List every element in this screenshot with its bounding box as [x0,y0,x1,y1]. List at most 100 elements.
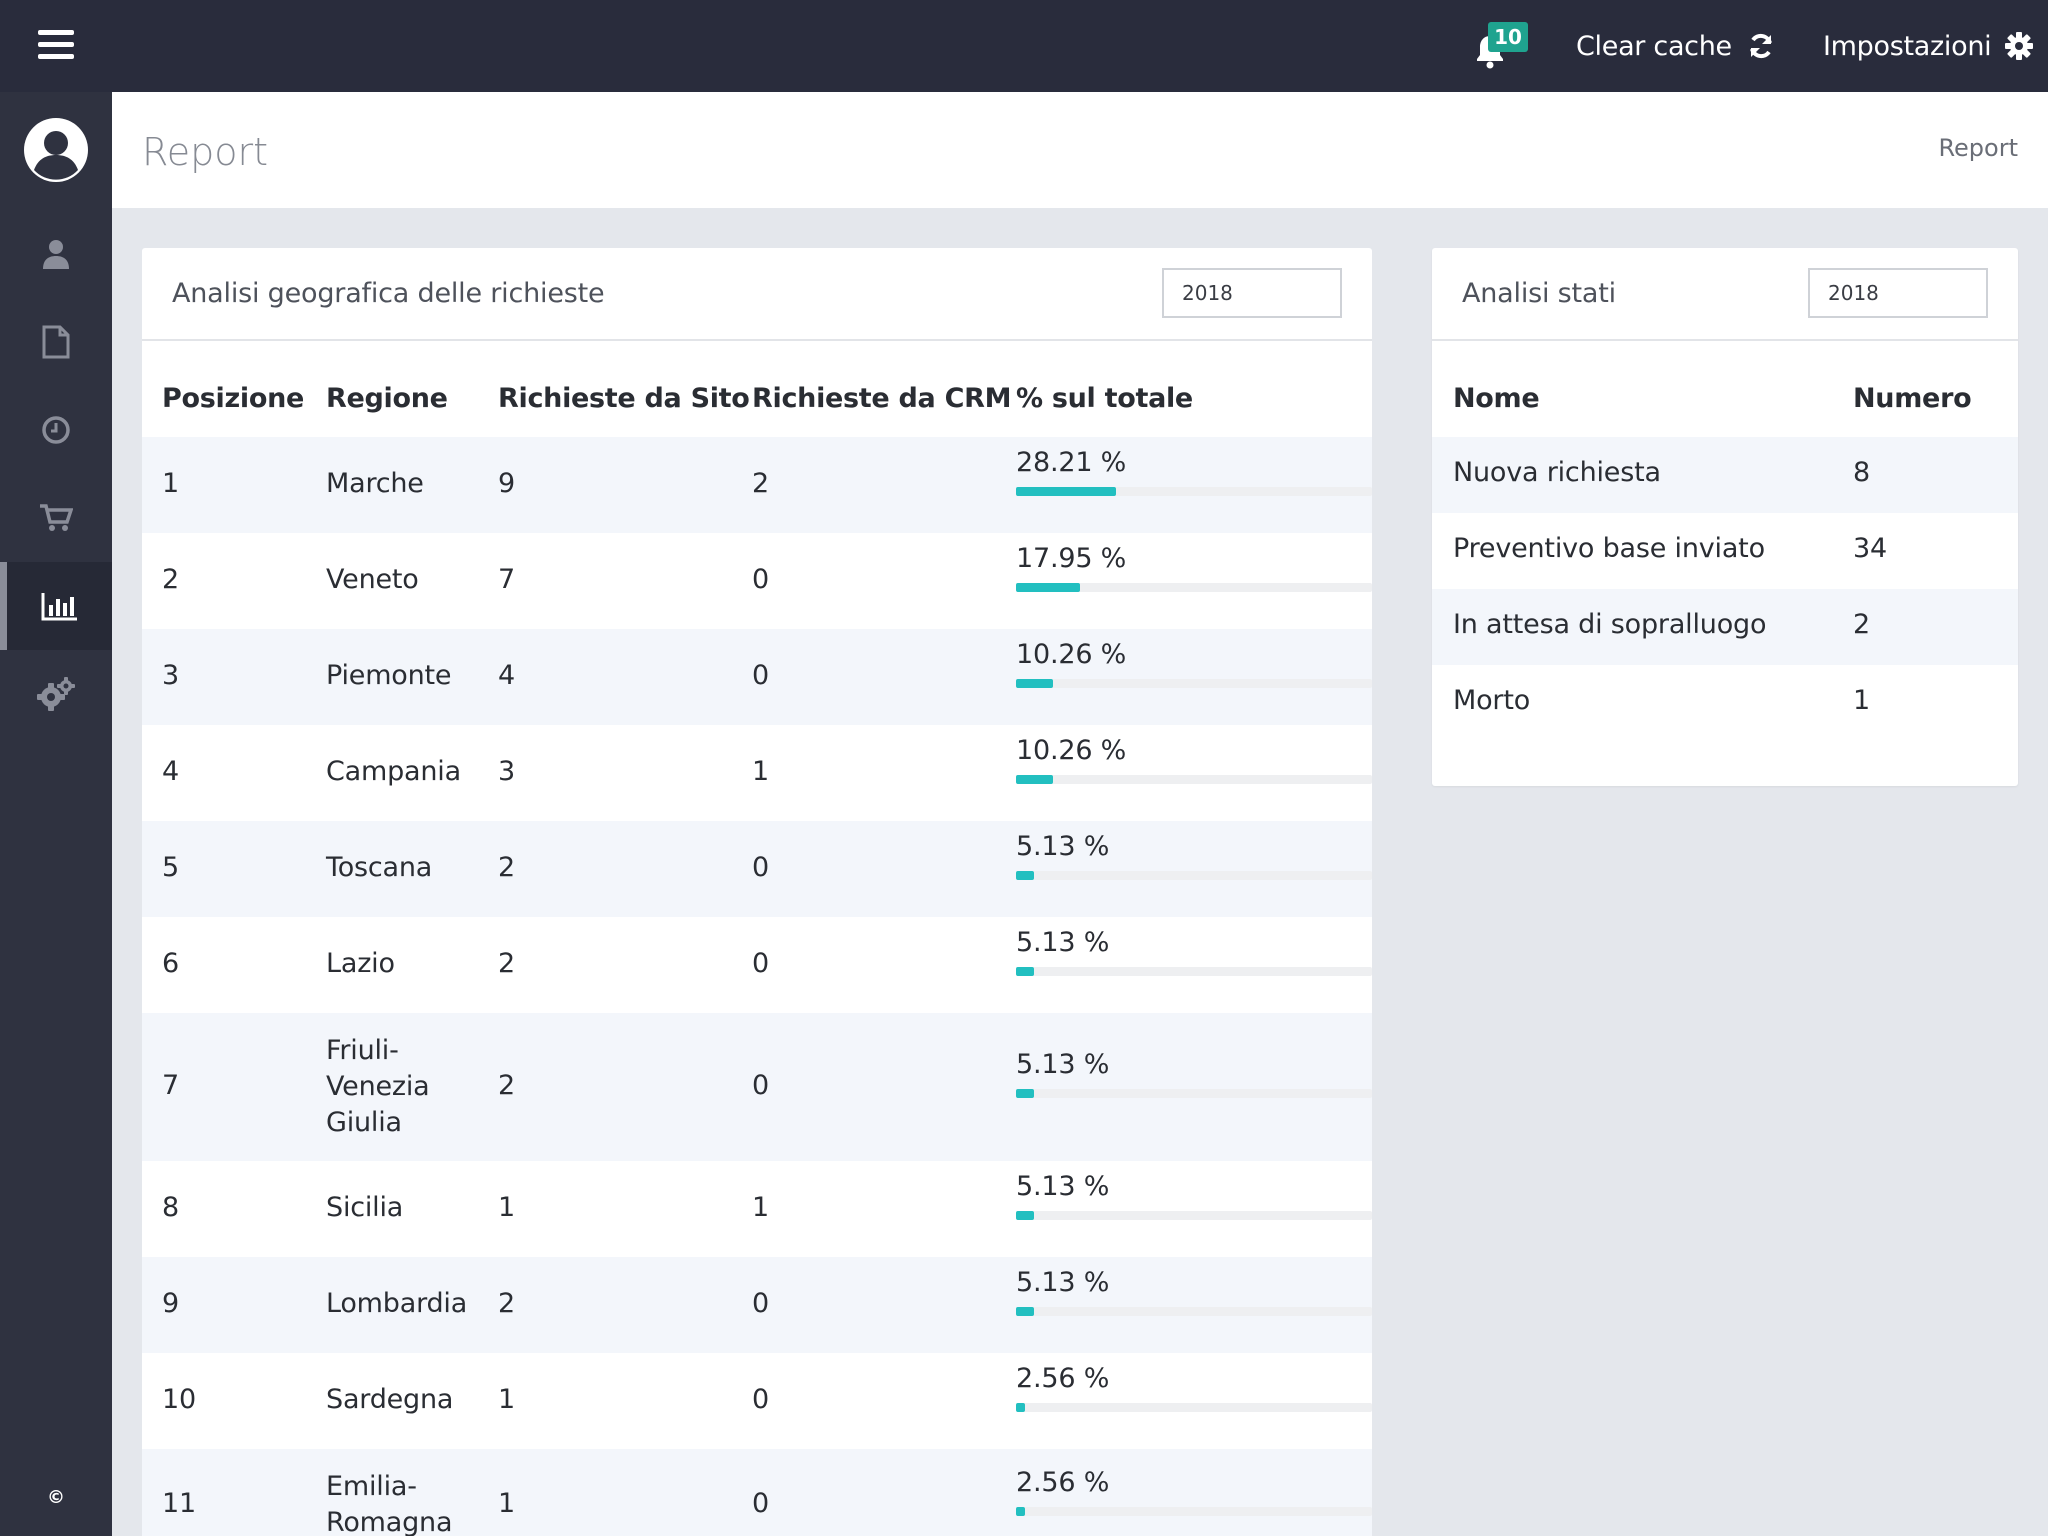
percentage-progress-fill [1016,679,1053,688]
row-region: Sicilia [326,1192,404,1223]
percentage-progress-fill [1016,1211,1035,1220]
row-position: 1 [162,468,179,499]
row-position: 9 [162,1288,179,1319]
table-row: 6 Lazio 2 0 5.13 % [142,917,1372,1013]
row-state-count: 2 [1853,609,1870,640]
row-percentage-label: 5.13 % [1016,1171,1110,1202]
clear-cache-button[interactable]: Clear cache [1576,26,1776,66]
table-row: 11 Emilia- Romagna 1 0 2.56 % [142,1449,1372,1536]
row-percentage-label: 5.13 % [1016,831,1110,862]
states-table-body: Nuova richiesta 8 Preventivo base inviato 3… [1432,437,2018,741]
row-position: 7 [162,1070,179,1101]
states-analysis-panel: Analisi stati 2018 Nome Numero Nuova ric… [1432,248,2018,786]
gears-icon [37,677,75,711]
geo-table-body: 1 Marche 9 2 28.21 % 2 Veneto 7 0 17.95 % 3 Piemont… [142,437,1372,1536]
row-richieste-sito: 3 [498,756,515,787]
row-richieste-crm: 0 [752,1070,769,1101]
percentage-progress-fill [1016,1089,1035,1098]
row-percentage-label: 10.26 % [1016,735,1127,766]
states-table-header: Nome Numero [1432,341,2018,437]
row-region: Lazio [326,948,395,979]
row-richieste-crm: 0 [752,948,769,979]
table-row: 1 Marche 9 2 28.21 % [142,437,1372,533]
row-richieste-crm: 0 [752,1288,769,1319]
row-richieste-crm: 1 [752,1192,769,1223]
percentage-progress-fill [1016,583,1080,592]
percentage-progress-bar [1016,967,1372,976]
sidebar-item-documents[interactable] [0,298,112,386]
table-row: 8 Sicilia 1 1 5.13 % [142,1161,1372,1257]
sidebar-item-settings[interactable] [0,650,112,738]
row-region: Veneto [326,564,419,595]
sidebar-item-users[interactable] [0,210,112,298]
row-richieste-sito: 2 [498,1288,515,1319]
row-region: Emilia- Romagna [326,1471,453,1536]
geo-panel-title: Analisi geografica delle richieste [172,278,605,309]
row-position: 10 [162,1384,196,1415]
table-row: 10 Sardegna 1 0 2.56 % [142,1353,1372,1449]
row-state-name: Morto [1453,685,1531,716]
sidebar-item-reports[interactable] [0,562,112,650]
row-richieste-sito: 7 [498,564,515,595]
row-percentage-label: 10.26 % [1016,639,1127,670]
page-title: Report [142,130,268,174]
table-row: 5 Toscana 2 0 5.13 % [142,821,1372,917]
percentage-progress-bar [1016,583,1372,592]
row-region: Friuli- Venezia Giulia [326,1035,430,1138]
row-region: Piemonte [326,660,452,691]
percentage-progress-bar [1016,1507,1372,1516]
sidebar-item-orders[interactable] [0,474,112,562]
row-position: 3 [162,660,179,691]
table-row: Preventivo base inviato 34 [1432,513,2018,589]
settings-button[interactable]: Impostazioni [1823,26,2034,66]
states-panel-title: Analisi stati [1462,278,1616,309]
percentage-progress-bar [1016,1403,1372,1412]
geo-analysis-panel: Analisi geografica delle richieste 2018 … [142,248,1372,1536]
row-position: 6 [162,948,179,979]
user-avatar-icon[interactable] [24,118,88,182]
row-percentage-label: 17.95 % [1016,543,1127,574]
states-table: Nome Numero Nuova richiesta 8 Preventivo b… [1432,341,2018,741]
percentage-progress-bar [1016,1089,1372,1098]
row-region: Toscana [326,852,433,883]
row-richieste-crm: 0 [752,564,769,595]
row-position: 2 [162,564,179,595]
col-regione: Regione [326,383,448,414]
percentage-progress-bar [1016,679,1372,688]
refresh-icon [1749,33,1772,59]
percentage-progress-fill [1016,1403,1026,1412]
table-row: 3 Piemonte 4 0 10.26 % [142,629,1372,725]
percentage-progress-bar [1016,487,1372,496]
sidebar-item-history[interactable] [0,386,112,474]
row-position: 4 [162,756,179,787]
percentage-progress-bar [1016,1307,1372,1316]
hamburger-menu-icon[interactable] [38,30,74,62]
table-row: 9 Lombardia 2 0 5.13 % [142,1257,1372,1353]
states-year-select[interactable]: 2018 [1808,268,1988,318]
row-state-name: Nuova richiesta [1453,457,1661,488]
row-richieste-sito: 2 [498,948,515,979]
percentage-progress-fill [1016,1507,1026,1516]
row-region: Marche [326,468,424,499]
geo-panel-header: Analisi geografica delle richieste 2018 [142,248,1372,341]
row-position: 8 [162,1192,179,1223]
notification-badge: 10 [1488,22,1528,52]
document-icon [42,325,70,359]
breadcrumb[interactable]: Report [1938,134,2018,162]
table-row: Morto 1 [1432,665,2018,741]
col-percentuale: % sul totale [1016,383,1193,414]
row-region: Lombardia [326,1288,468,1319]
user-icon [43,240,69,269]
row-region: Sardegna [326,1384,454,1415]
row-percentage-label: 5.13 % [1016,927,1110,958]
geo-year-select[interactable]: 2018 [1162,268,1342,318]
table-row: In attesa di sopralluogo 2 [1432,589,2018,665]
table-row: 7 Friuli- Venezia Giulia 2 0 5.13 % [142,1013,1372,1161]
row-richieste-sito: 2 [498,852,515,883]
row-richieste-crm: 2 [752,468,769,499]
states-panel-header: Analisi stati 2018 [1432,248,2018,341]
geo-table: Posizione Regione Richieste da Sito Rich… [142,341,1372,1536]
percentage-progress-fill [1016,775,1053,784]
percentage-progress-bar [1016,871,1372,880]
row-richieste-sito: 1 [498,1488,515,1519]
